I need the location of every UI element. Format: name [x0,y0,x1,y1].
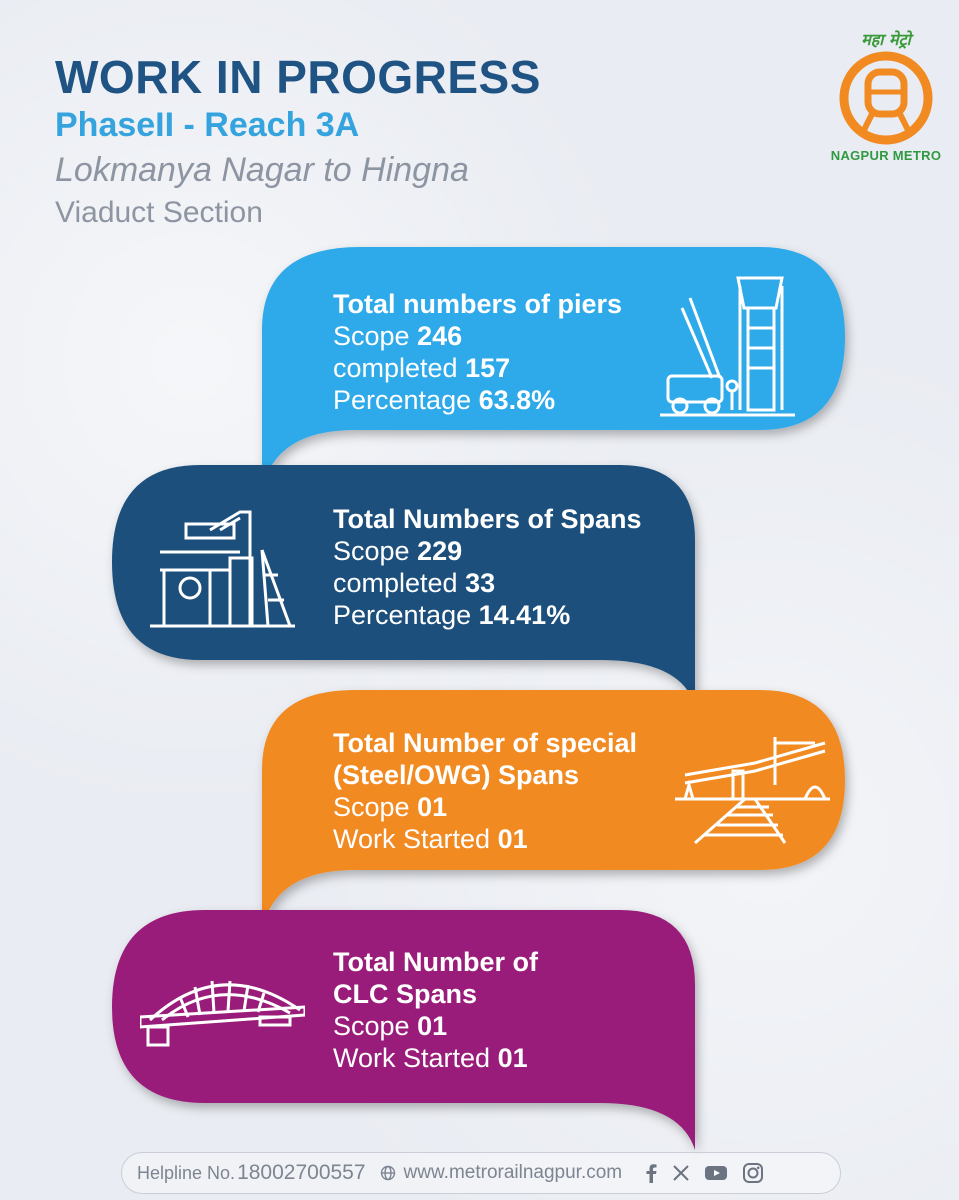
section-text: Viaduct Section [55,196,263,229]
span-launcher-icon [150,510,295,628]
logo-hindi-text: महा मेट्रो [861,30,911,49]
card-special-spans-heading-1: Total Number of special [333,728,638,758]
facebook-icon[interactable] [644,1163,658,1183]
card-clc-spans-bubble [112,910,695,1150]
pier-construction-icon [660,276,795,417]
page-title: WORK IN PROGRESS [55,51,541,103]
phase-subtitle: PhaseII - Reach 3A [55,106,360,144]
card-piers-bubble [262,247,845,490]
card-piers-text: Total numbers of piers Scope 246 complet… [333,288,622,416]
card-special-spans-text: Total Number of special (Steel/OWG) Span… [333,727,637,855]
route-text: Lokmanya Nagar to Hingna [55,151,469,189]
card-spans-scope: Scope 229 [333,536,463,566]
helpline-label: Helpline No. [137,1162,236,1183]
arch-bridge-icon [140,980,305,1047]
card-special-spans-scope: Scope 01 [333,792,448,822]
metro-train-icon [839,51,933,145]
card-piers-completed: completed 157 [333,353,511,383]
nagpur-metro-logo: महा मेट्रो NAGPUR METRO [826,28,946,163]
card-special-spans-heading-2: (Steel/OWG) Spans [333,760,580,790]
card-spans-bubble [112,465,695,705]
railway-overbridge-icon [675,737,830,845]
footer-bar: Helpline No. 18002700557 www.metrorailna… [121,1152,841,1194]
globe-icon [380,1165,396,1181]
youtube-icon[interactable] [704,1164,728,1182]
card-clc-spans-text: Total Number of CLC Spans Scope 01 Work … [333,946,538,1074]
card-clc-started: Work Started 01 [333,1043,528,1073]
card-spans-completed: completed 33 [333,568,496,598]
page-header: WORK IN PROGRESS PhaseII - Reach 3A Lokm… [55,52,541,232]
card-spans-heading: Total Numbers of Spans [333,504,642,534]
instagram-icon[interactable] [742,1162,764,1184]
card-clc-heading-2: CLC Spans [333,979,478,1009]
card-clc-heading-1: Total Number of [333,947,538,977]
card-spans-text: Total Numbers of Spans Scope 229 complet… [333,503,642,631]
card-piers-heading: Total numbers of piers [333,289,623,319]
helpline-number[interactable]: 18002700557 [237,1161,366,1184]
website-link[interactable]: www.metrorailnagpur.com [403,1162,623,1183]
logo-name: NAGPUR METRO [830,148,942,163]
card-special-spans-started: Work Started 01 [333,824,528,854]
x-icon[interactable] [672,1164,690,1182]
card-piers-percentage: Percentage 63.8% [333,385,556,415]
card-spans-percentage: Percentage 14.41% [333,600,571,630]
card-clc-scope: Scope 01 [333,1011,448,1041]
card-special-spans-bubble [262,690,845,930]
card-piers-scope: Scope 246 [333,321,463,351]
